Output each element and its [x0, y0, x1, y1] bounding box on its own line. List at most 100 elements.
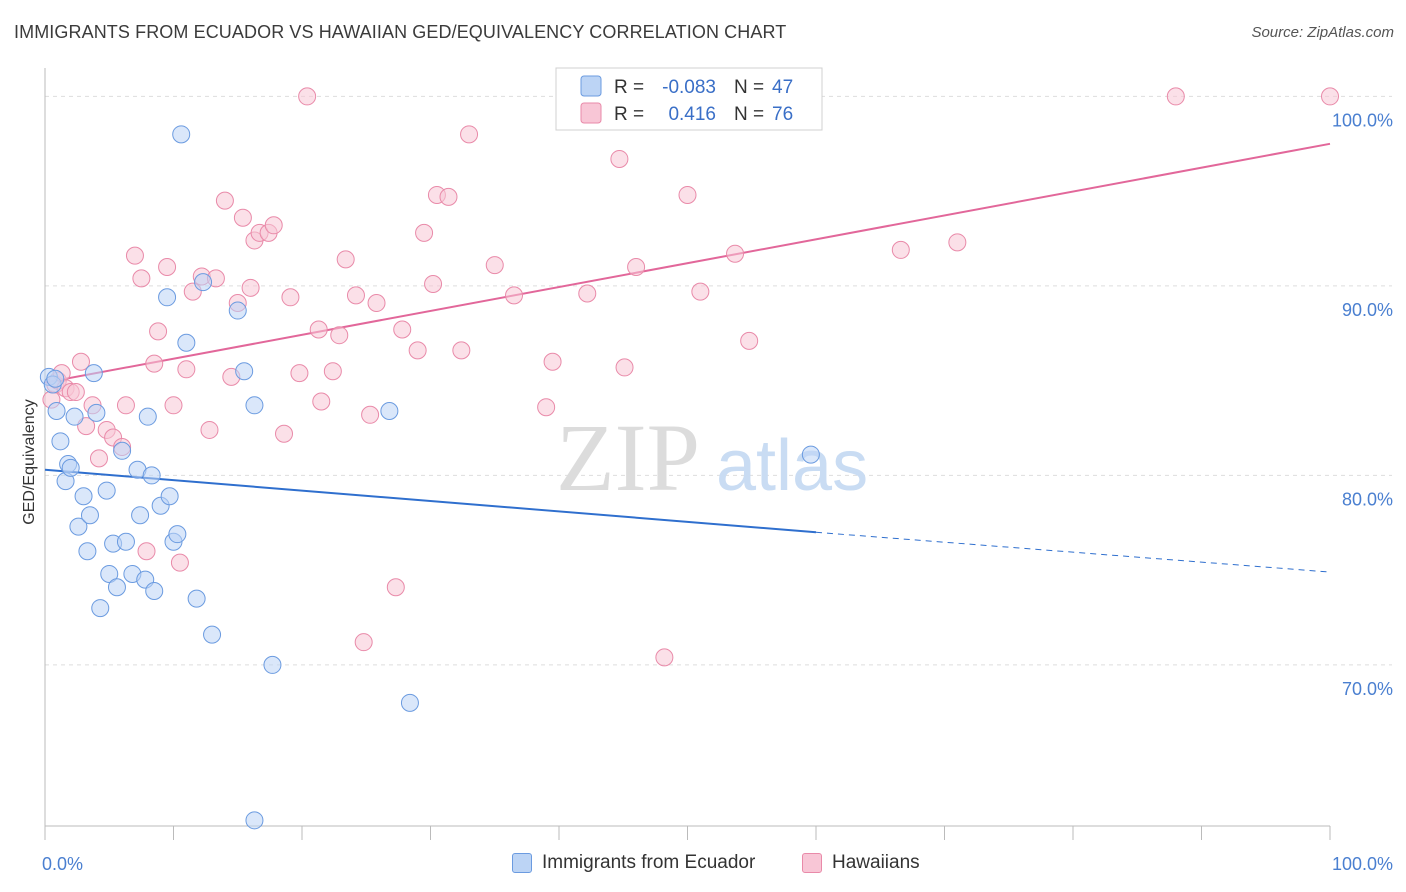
hawaiian-point: [655, 648, 674, 667]
hawaiian-point: [948, 233, 967, 252]
ecuador-point: [61, 458, 80, 477]
hawaiian-point: [891, 240, 910, 259]
ecuador-point: [46, 369, 65, 388]
ecuador-point: [74, 487, 93, 506]
ecuador-point: [138, 407, 157, 426]
hawaiian-point: [460, 125, 479, 144]
y-tick-label: 100.0%: [1332, 110, 1393, 130]
y-tick-label: 70.0%: [1342, 679, 1393, 699]
ecuador-point: [80, 506, 99, 525]
hawaiian-point: [1166, 87, 1185, 106]
hawaiian-point: [177, 360, 196, 379]
ecuador-point: [100, 564, 119, 583]
ecuador-point: [69, 517, 88, 536]
legend-r-label-1: R =: [614, 77, 644, 98]
hawaiian-point: [137, 542, 156, 561]
ecuador-point: [245, 396, 264, 415]
ecuador-point: [142, 466, 161, 485]
x-tick-label-max: 100.0%: [1332, 854, 1393, 874]
hawaiian-point: [1321, 87, 1339, 106]
hawaiian-point: [215, 191, 234, 210]
ecuador-point: [172, 125, 191, 144]
hawaiian-point: [298, 87, 317, 106]
bottom-legend-ecuador: Immigrants from Ecuador: [512, 852, 755, 874]
legend-n-value-1: 47: [772, 77, 793, 98]
hawaiian-point: [386, 578, 405, 597]
ecuador-point: [97, 481, 116, 500]
hawaiian-point: [537, 398, 556, 417]
data-points: [39, 87, 1339, 830]
legend-n-label-1: N =: [734, 77, 764, 98]
ecuador-point: [51, 432, 70, 451]
hawaiian-point: [233, 208, 252, 227]
hawaiian-point: [125, 246, 144, 265]
hawaiian-point: [241, 278, 260, 297]
y-tick-label: 90.0%: [1342, 300, 1393, 320]
ecuador-point: [194, 273, 213, 292]
legend-r-value-1: -0.083: [662, 77, 716, 98]
hawaiian-point: [264, 216, 283, 235]
ecuador-point: [113, 441, 132, 460]
hawaiian-point: [132, 269, 151, 288]
hawaiian-point: [726, 244, 745, 263]
hawaiian-point: [452, 341, 471, 360]
legend-n-value-2: 76: [772, 104, 793, 125]
ecuador-point: [84, 364, 103, 383]
hawaiian-point: [505, 286, 524, 305]
legend-r-value-2: 0.416: [668, 104, 716, 125]
hawaiian-point: [336, 250, 355, 269]
chart-title: IMMIGRANTS FROM ECUADOR VS HAWAIIAN GED/…: [14, 22, 787, 42]
y-tick-labels: 70.0% 80.0% 90.0% 100.0%: [1332, 110, 1393, 699]
hawaiian-point: [578, 284, 597, 303]
ecuador-trend-line: [44, 468, 817, 534]
ecuador-point: [91, 599, 110, 618]
bottom-legend-swatch-ecuador: [512, 853, 532, 873]
ecuador-point: [263, 655, 282, 674]
hawaiian-point: [393, 320, 412, 339]
ecuador-point: [116, 532, 135, 551]
hawaiian-point: [290, 364, 309, 383]
hawaiian-point: [275, 424, 294, 443]
y-axis-label: GED/Equivalency: [21, 399, 38, 524]
ecuador-trend-extension: [815, 531, 1331, 573]
y-tick-label: 80.0%: [1342, 489, 1393, 509]
x-tick-label-min: 0.0%: [42, 854, 83, 874]
hawaiian-point: [424, 275, 443, 294]
hawaiian-point: [361, 405, 380, 424]
ecuador-point: [107, 578, 126, 597]
hawaiian-point: [309, 320, 328, 339]
legend-n-label-2: N =: [734, 104, 764, 125]
legend-swatch-ecuador: [580, 75, 602, 97]
hawaiian-point: [164, 396, 183, 415]
ecuador-point: [87, 403, 106, 422]
hawaiian-point: [330, 326, 349, 345]
hawaiian-point: [149, 322, 168, 341]
grid-lines: [45, 95, 1392, 666]
hawaiian-point: [627, 257, 646, 276]
watermark: ZIP atlas: [556, 404, 868, 511]
hawaiian-point: [543, 352, 562, 371]
ecuador-point: [203, 625, 222, 644]
bottom-legend-label-hawaiians: Hawaiians: [832, 852, 920, 873]
ecuador-point: [145, 582, 164, 601]
ecuador-point: [160, 487, 179, 506]
watermark-zip: ZIP: [556, 404, 700, 511]
hawaiian-point: [66, 383, 85, 402]
hawaiian-point: [439, 187, 458, 206]
hawaiian-point: [281, 288, 300, 307]
hawaiian-point: [485, 256, 504, 275]
ecuador-point: [78, 542, 97, 561]
hawaiian-point: [312, 392, 331, 411]
hawaiian-point: [71, 352, 90, 371]
hawaiian-point: [116, 396, 135, 415]
watermark-atlas: atlas: [716, 426, 868, 506]
hawaiian-trend-line: [44, 142, 1331, 384]
legend-swatch-hawaiians: [580, 102, 602, 124]
ecuador-point: [158, 288, 177, 307]
hawaiian-point: [610, 149, 629, 168]
bottom-legend-label-ecuador: Immigrants from Ecuador: [542, 852, 756, 873]
hawaiian-point: [615, 358, 634, 377]
hawaiian-point: [354, 633, 373, 652]
ecuador-point: [380, 401, 399, 420]
